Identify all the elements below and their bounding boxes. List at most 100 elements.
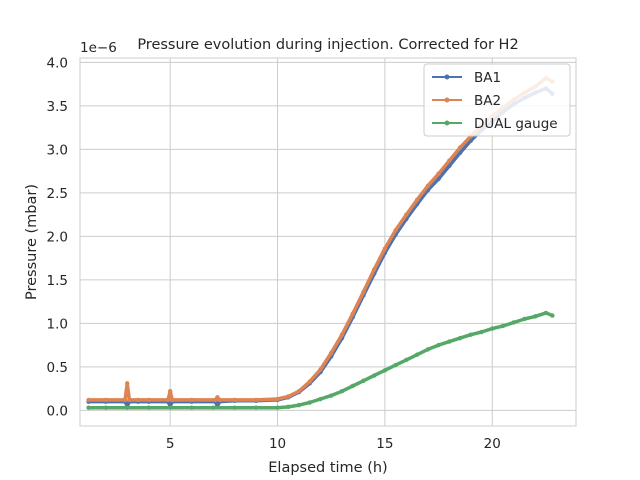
data-point-ba2 xyxy=(457,145,463,150)
series-dual-gauge xyxy=(86,310,555,410)
legend: BA1 BA2 DUAL gauge xyxy=(423,63,571,137)
legend-box xyxy=(423,63,571,137)
data-point-ba2 xyxy=(217,397,222,403)
y-tick-label: 0.0 xyxy=(47,403,68,419)
data-point-dual-gauge xyxy=(232,405,237,410)
data-point-ba2 xyxy=(146,397,151,403)
grid xyxy=(80,58,576,426)
data-point-dual-gauge xyxy=(167,405,173,410)
y-tick-label: 2.0 xyxy=(47,229,68,245)
data-point-dual-gauge xyxy=(414,352,420,357)
y-tick-label: 3.5 xyxy=(47,99,68,115)
legend-marker-dual-gauge xyxy=(444,120,450,126)
data-point-ba2 xyxy=(122,397,128,403)
legend-marker-ba1 xyxy=(444,74,450,80)
data-point-dual-gauge xyxy=(393,362,398,368)
data-point-ba2 xyxy=(447,158,452,163)
data-point-ba2 xyxy=(339,332,345,337)
data-point-dual-gauge xyxy=(436,342,441,348)
data-point-dual-gauge xyxy=(361,378,366,383)
data-point-ba2 xyxy=(170,397,175,403)
data-point-ba2 xyxy=(167,389,173,394)
y-tick-label: 1.0 xyxy=(47,316,68,332)
data-point-dual-gauge xyxy=(189,405,194,410)
data-point-ba2 xyxy=(404,212,409,217)
data-point-dual-gauge xyxy=(86,405,91,410)
data-point-dual-gauge xyxy=(500,323,506,329)
data-point-ba2 xyxy=(103,397,108,403)
data-point-dual-gauge xyxy=(125,405,130,410)
data-point-dual-gauge xyxy=(479,329,484,335)
data-point-dual-gauge xyxy=(533,314,538,319)
data-point-dual-gauge xyxy=(318,396,323,402)
data-point-ba2 xyxy=(286,394,291,399)
data-point-ba2 xyxy=(350,311,355,316)
chart-title: Pressure evolution during injection. Cor… xyxy=(137,37,518,53)
data-point-dual-gauge xyxy=(339,389,345,394)
data-point-ba2 xyxy=(329,350,334,356)
legend-item-ba1: BA1 xyxy=(432,70,501,86)
legend-label-dual-gauge: DUAL gauge xyxy=(474,116,558,132)
data-point-dual-gauge xyxy=(275,405,280,410)
data-point-dual-gauge xyxy=(210,405,216,410)
data-point-ba2 xyxy=(393,228,398,233)
y-axis-label: Pressure (mbar) xyxy=(24,184,40,300)
data-point-ba2 xyxy=(86,397,91,403)
data-point-ba2 xyxy=(165,397,171,403)
y-tick-label: 4.0 xyxy=(47,55,68,71)
plot-frame xyxy=(79,57,577,427)
tick-labels: 5 10 15 20 0.0 0.5 1.0 1.5 2.0 2.5 3.0 3.5 4.0 xyxy=(47,55,501,452)
y-tick-label: 3.0 xyxy=(47,142,68,158)
y-tick-label: 2.5 xyxy=(47,186,68,202)
data-point-dual-gauge xyxy=(522,316,527,322)
data-point-ba2 xyxy=(436,171,441,176)
data-point-ba2 xyxy=(275,396,280,402)
data-point-dual-gauge xyxy=(543,310,549,316)
x-tick-label: 15 xyxy=(376,436,393,452)
x-axis-label: Elapsed time (h) xyxy=(268,460,387,476)
data-point-ba2 xyxy=(382,246,388,251)
data-point-ba2 xyxy=(307,379,312,384)
data-point-ba2 xyxy=(125,381,130,386)
data-point-dual-gauge xyxy=(550,313,555,318)
data-point-ba2 xyxy=(361,289,366,295)
data-point-dual-gauge xyxy=(425,347,431,352)
data-point-ba2 xyxy=(127,397,132,403)
data-point-dual-gauge xyxy=(490,326,495,331)
data-point-ba2 xyxy=(135,397,141,403)
data-point-dual-gauge xyxy=(329,393,334,398)
data-point-ba2 xyxy=(296,389,302,394)
legend-item-dual-gauge: DUAL gauge xyxy=(432,116,558,132)
data-point-ba2 xyxy=(189,397,194,403)
data-point-dual-gauge xyxy=(146,405,151,410)
data-point-dual-gauge xyxy=(307,400,312,405)
data-point-ba1 xyxy=(447,163,452,169)
data-point-ba1 xyxy=(436,176,441,182)
data-point-dual-gauge xyxy=(103,405,108,410)
y-tick-label: 0.5 xyxy=(47,360,68,376)
data-point-dual-gauge xyxy=(382,368,388,373)
data-point-dual-gauge xyxy=(253,405,259,410)
data-point-dual-gauge xyxy=(371,373,377,378)
x-tick-label: 10 xyxy=(269,436,286,452)
x-tick-label: 5 xyxy=(166,436,175,452)
data-point-dual-gauge xyxy=(447,339,452,344)
data-point-ba2 xyxy=(425,183,431,189)
data-point-dual-gauge xyxy=(404,357,409,363)
legend-item-ba2: BA2 xyxy=(432,93,501,109)
data-point-ba2 xyxy=(318,367,323,372)
data-point-dual-gauge xyxy=(296,402,302,408)
data-point-dual-gauge xyxy=(511,320,516,325)
data-point-ba2 xyxy=(414,197,420,203)
data-point-dual-gauge xyxy=(468,332,473,337)
data-point-ba2 xyxy=(232,397,237,403)
data-point-dual-gauge xyxy=(457,335,463,341)
y-tick-label: 1.5 xyxy=(47,273,68,289)
legend-items: BA1 BA2 DUAL gauge xyxy=(432,70,558,132)
legend-label-ba2: BA2 xyxy=(474,93,501,109)
x-tick-label: 20 xyxy=(484,436,501,452)
data-point-ba2 xyxy=(371,267,377,272)
data-point-ba2 xyxy=(253,397,259,403)
